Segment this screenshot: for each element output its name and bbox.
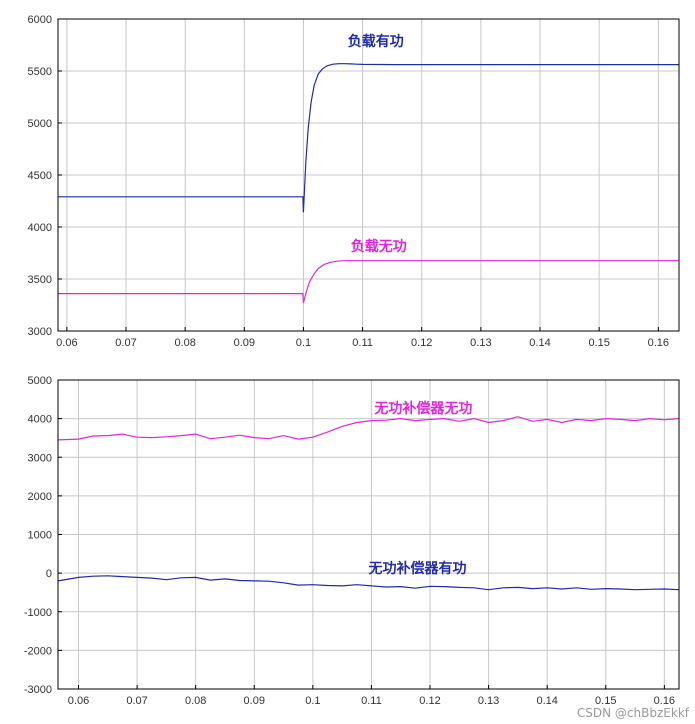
series-line-1 <box>58 63 679 213</box>
y-tick-label: 5000 <box>28 118 52 130</box>
x-tick-label: 0.13 <box>470 337 491 349</box>
annotation-label-1: 负载有功 <box>348 33 404 50</box>
y-tick-label: 1000 <box>28 530 52 542</box>
x-tick-label: 0.11 <box>352 337 373 349</box>
plot-frame <box>57 18 680 332</box>
x-tick-label: 0.14 <box>529 337 550 349</box>
x-tick-label: 0.15 <box>588 337 609 349</box>
y-tick-label: 6000 <box>28 14 52 26</box>
y-tick-label: 2000 <box>28 491 52 503</box>
x-tick-label: 0.06 <box>68 695 89 707</box>
annotation-label-2: 负载无功 <box>351 238 407 255</box>
x-tick-label: 0.06 <box>56 337 77 349</box>
y-tick-label: 4500 <box>28 170 52 182</box>
y-tick-label: 3500 <box>28 274 52 286</box>
x-tick-label: 0.1 <box>305 695 320 707</box>
x-tick-label: 0.11 <box>361 695 382 707</box>
x-tick-label: 0.07 <box>126 695 147 707</box>
x-tick-label: 0.15 <box>595 695 616 707</box>
watermark: CSDN @chBbzEkkf <box>576 706 689 720</box>
x-tick-label: 0.12 <box>419 695 440 707</box>
x-tick-label: 0.13 <box>478 695 499 707</box>
top-plot: 0.06 0.07 0.08 0.09 0.1 0.11 0.12 0.13 0.14 0.15 0… <box>28 14 680 349</box>
plot-frame <box>57 379 680 690</box>
y-tick-label: 0 <box>46 568 52 580</box>
x-tick-label: 0.09 <box>234 337 255 349</box>
x-tick-label: 0.12 <box>411 337 432 349</box>
x-tick-label: 0.09 <box>244 695 265 707</box>
y-tick-label: 3000 <box>28 452 52 464</box>
x-tick-label: 0.08 <box>185 695 206 707</box>
y-tick-label: 3000 <box>28 326 52 338</box>
x-tick-label: 0.07 <box>115 337 136 349</box>
y-tick-label: 4000 <box>28 222 52 234</box>
x-tick-label: 0.16 <box>648 337 669 349</box>
y-tick-label: 5000 <box>28 375 52 387</box>
y-tick-label: 4000 <box>28 414 52 426</box>
bottom-plot: 0.06 0.07 0.08 0.09 0.1 0.11 0.12 0.13 0.14 0.15 0… <box>24 375 680 707</box>
series-line-2 <box>58 260 679 304</box>
x-tick-label: 0.1 <box>296 337 311 349</box>
x-tick-label: 0.16 <box>654 695 675 707</box>
series-line-2 <box>57 575 680 591</box>
y-tick-label: 5500 <box>28 66 52 78</box>
annotation-label-1: 无功补偿器无功 <box>373 400 472 417</box>
y-tick-label: -1000 <box>24 607 52 619</box>
series-line-1 <box>57 416 680 441</box>
x-tick-label: 0.14 <box>536 695 557 707</box>
x-tick-label: 0.08 <box>174 337 195 349</box>
annotation-label-2: 无功补偿器有功 <box>368 560 467 577</box>
y-tick-label: -2000 <box>24 645 52 657</box>
y-tick-label: -3000 <box>24 684 52 696</box>
